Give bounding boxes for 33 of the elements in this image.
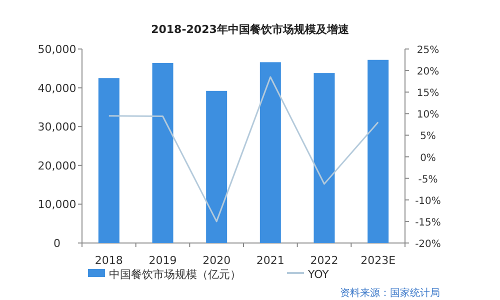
chart-title: 2018-2023年中国餐饮市场规模及增速	[151, 23, 350, 36]
y-tick-label: 40,000	[38, 82, 76, 95]
y2-tick-label: 0%	[420, 152, 436, 164]
y-tick-label: 10,000	[38, 198, 76, 212]
text: 资料来源：国家统计局	[340, 287, 440, 299]
y-tick-label: 0	[54, 237, 60, 250]
y2-tick-label: -15%	[415, 217, 441, 228]
y2-tick-label: 15%	[416, 88, 440, 100]
y2-tick-label: -10%	[415, 196, 441, 207]
bar	[206, 90, 228, 243]
bar	[368, 60, 389, 243]
y2-tick-label: -20%	[415, 239, 441, 250]
y2-tick-label: 10%	[416, 110, 440, 121]
y2-tick-label: -5%	[418, 174, 438, 186]
x-tick-label: 2020	[202, 254, 231, 267]
legend-label: YOY	[307, 268, 330, 281]
bar	[260, 62, 281, 243]
legend-label: 中国餐饮市场规模（亿元）	[109, 268, 241, 281]
y2-tick-label: 20%	[416, 66, 440, 78]
x-tick-label: 2023E	[360, 254, 396, 267]
y2-tick-label: 25%	[416, 45, 440, 56]
y-tick-label: 50,000	[38, 43, 76, 56]
line-series	[108, 76, 379, 222]
bar	[152, 62, 174, 243]
y2-tick-label: 5%	[420, 131, 436, 142]
bar	[98, 78, 120, 243]
x-tick-label: 2021	[256, 254, 284, 267]
x-tick-label: 2018	[94, 254, 123, 267]
bar	[314, 73, 335, 243]
x-tick-label: 2022	[310, 254, 338, 267]
y-tick-label: 30,000	[38, 120, 76, 134]
x-tick-label: 2019	[148, 254, 177, 267]
y-tick-label: 20,000	[38, 159, 76, 172]
